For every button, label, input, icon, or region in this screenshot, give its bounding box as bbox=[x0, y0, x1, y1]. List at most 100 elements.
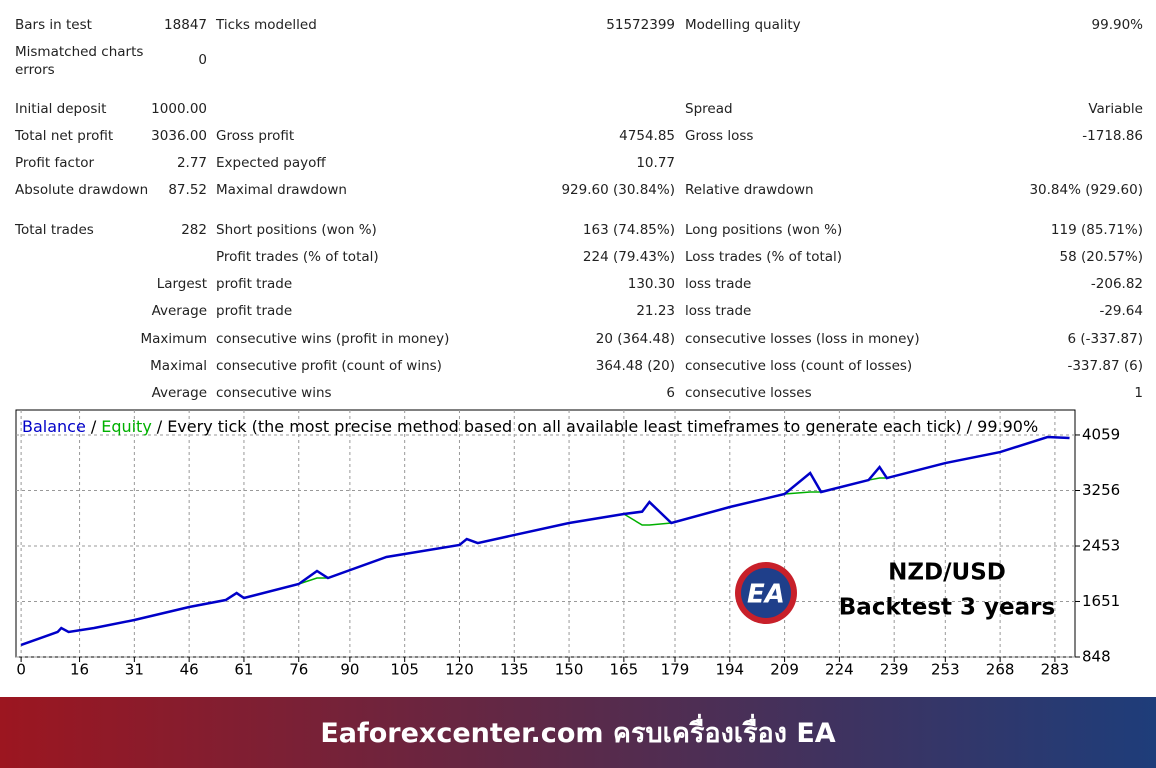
caption: Backtest 3 years bbox=[839, 595, 1055, 621]
a-value: Maximum bbox=[140, 331, 207, 347]
logo-inner bbox=[741, 568, 791, 618]
legend-separator: / bbox=[157, 417, 163, 436]
b-label: Maximal drawdown bbox=[216, 182, 347, 198]
x-tick-label: 0 bbox=[16, 661, 26, 679]
x-tick-label: 105 bbox=[390, 661, 419, 679]
c-value: -206.82 bbox=[1090, 276, 1143, 292]
b-value: 51572399 bbox=[606, 17, 675, 33]
c-label: consecutive losses (loss in money) bbox=[685, 331, 920, 347]
a-value: Average bbox=[151, 303, 207, 319]
plot-frame bbox=[15, 409, 1076, 658]
c-label: Relative drawdown bbox=[685, 182, 814, 198]
x-tick-label: 253 bbox=[931, 661, 960, 679]
x-tick-label: 179 bbox=[661, 661, 690, 679]
x-tick-label: 150 bbox=[555, 661, 584, 679]
x-tick-label: 46 bbox=[180, 661, 199, 679]
a-value: Average bbox=[151, 385, 207, 401]
y-tick-label: 4059 bbox=[1082, 425, 1120, 443]
b-label: Expected payoff bbox=[216, 155, 326, 171]
c-label: Long positions (won %) bbox=[685, 222, 843, 238]
c-label: consecutive losses bbox=[685, 385, 812, 401]
a-label: Profit factor bbox=[15, 155, 95, 171]
pair: NZD/USD bbox=[888, 560, 1006, 586]
c-label: loss trade bbox=[685, 303, 752, 319]
b-value: 364.48 (20) bbox=[595, 358, 675, 374]
c-label: Spread bbox=[685, 101, 733, 117]
b-label: consecutive profit (count of wins) bbox=[216, 358, 442, 374]
x-tick-label: 16 bbox=[70, 661, 89, 679]
a-value: 2.77 bbox=[176, 155, 207, 171]
x-tick-label: 90 bbox=[340, 661, 359, 679]
y-tick-label: 2453 bbox=[1082, 537, 1120, 555]
banner-text: Eaforexcenter.com ครบเครื่องเรื่อง EA bbox=[320, 718, 836, 749]
x-tick-label: 76 bbox=[289, 661, 308, 679]
b-label: Ticks modelled bbox=[216, 17, 317, 33]
legend-entry: Balance bbox=[22, 417, 86, 436]
y-tick-label: 3256 bbox=[1082, 481, 1120, 499]
c-label: Gross loss bbox=[685, 128, 754, 144]
c-value: Variable bbox=[1088, 101, 1143, 117]
c-label: consecutive loss (count of losses) bbox=[685, 358, 913, 374]
logo: EA bbox=[735, 562, 797, 624]
a-value: 282 bbox=[181, 222, 207, 238]
a-label: Bars in test bbox=[15, 17, 92, 33]
a-label: Mismatched charts errors bbox=[15, 44, 144, 78]
c-label: Loss trades (% of total) bbox=[685, 249, 843, 265]
y-tick-label: 1651 bbox=[1082, 592, 1120, 610]
chart: Balance / Equity / Every tick (the most prec… bbox=[15, 409, 1120, 679]
a-label: Initial deposit bbox=[15, 101, 107, 117]
a-value: 18847 bbox=[164, 17, 207, 33]
b-value: 224 (79.43%) bbox=[582, 249, 675, 265]
a-label: Absolute drawdown bbox=[15, 182, 149, 198]
banner: Eaforexcenter.com ครบเครื่องเรื่อง EA bbox=[0, 697, 1156, 768]
b-value: 20 (364.48) bbox=[595, 331, 675, 347]
b-value: 130.30 bbox=[627, 276, 675, 292]
b-value: 4754.85 bbox=[619, 128, 675, 144]
a-value: Maximal bbox=[150, 358, 207, 374]
b-value: 6 bbox=[666, 385, 675, 401]
a-label: Total trades bbox=[15, 222, 94, 238]
legend-separator: / bbox=[91, 417, 97, 436]
x-tick-label: 135 bbox=[500, 661, 529, 679]
x-tick-label: 165 bbox=[610, 661, 639, 679]
b-label: consecutive wins bbox=[216, 385, 332, 401]
c-label: Modelling quality bbox=[685, 17, 801, 33]
a-value: 0 bbox=[198, 52, 207, 68]
x-tick-label: 224 bbox=[825, 661, 854, 679]
c-value: 30.84% (929.60) bbox=[1029, 182, 1143, 198]
c-label: loss trade bbox=[685, 276, 752, 292]
logo-text: EA bbox=[747, 580, 785, 610]
legend-entry: Equity bbox=[101, 417, 152, 436]
c-value: 6 (-337.87) bbox=[1067, 331, 1143, 347]
b-label: Short positions (won %) bbox=[216, 222, 377, 238]
c-value: 99.90% bbox=[1091, 17, 1143, 33]
x-tick-label: 194 bbox=[715, 661, 744, 679]
x-tick-label: 268 bbox=[986, 661, 1015, 679]
c-value: 1 bbox=[1134, 385, 1143, 401]
c-value: 58 (20.57%) bbox=[1059, 249, 1143, 265]
c-value: 119 (85.71%) bbox=[1050, 222, 1143, 238]
b-value: 21.23 bbox=[636, 303, 675, 319]
c-value: -29.64 bbox=[1099, 303, 1143, 319]
x-tick-label: 31 bbox=[125, 661, 144, 679]
a-value: 87.52 bbox=[168, 182, 207, 198]
a-value: 3036.00 bbox=[151, 128, 207, 144]
b-label: profit trade bbox=[216, 303, 293, 319]
b-value: 10.77 bbox=[636, 155, 675, 171]
x-tick-label: 120 bbox=[445, 661, 474, 679]
a-label: Total net profit bbox=[15, 128, 114, 144]
x-tick-label: 61 bbox=[234, 661, 253, 679]
series-line bbox=[20, 435, 1070, 647]
legend: Balance / Equity / Every tick (the most prec… bbox=[22, 417, 1038, 436]
c-value: -337.87 (6) bbox=[1067, 358, 1143, 374]
b-value: 929.60 (30.84%) bbox=[561, 182, 675, 198]
x-tick-label: 239 bbox=[880, 661, 909, 679]
b-label: profit trade bbox=[216, 276, 293, 292]
c-value: -1718.86 bbox=[1082, 128, 1143, 144]
y-tick-label: 848 bbox=[1082, 648, 1111, 666]
b-label: Gross profit bbox=[216, 128, 295, 144]
x-tick-label: 209 bbox=[770, 661, 799, 679]
b-value: 163 (74.85%) bbox=[582, 222, 675, 238]
b-label: Profit trades (% of total) bbox=[216, 249, 379, 265]
